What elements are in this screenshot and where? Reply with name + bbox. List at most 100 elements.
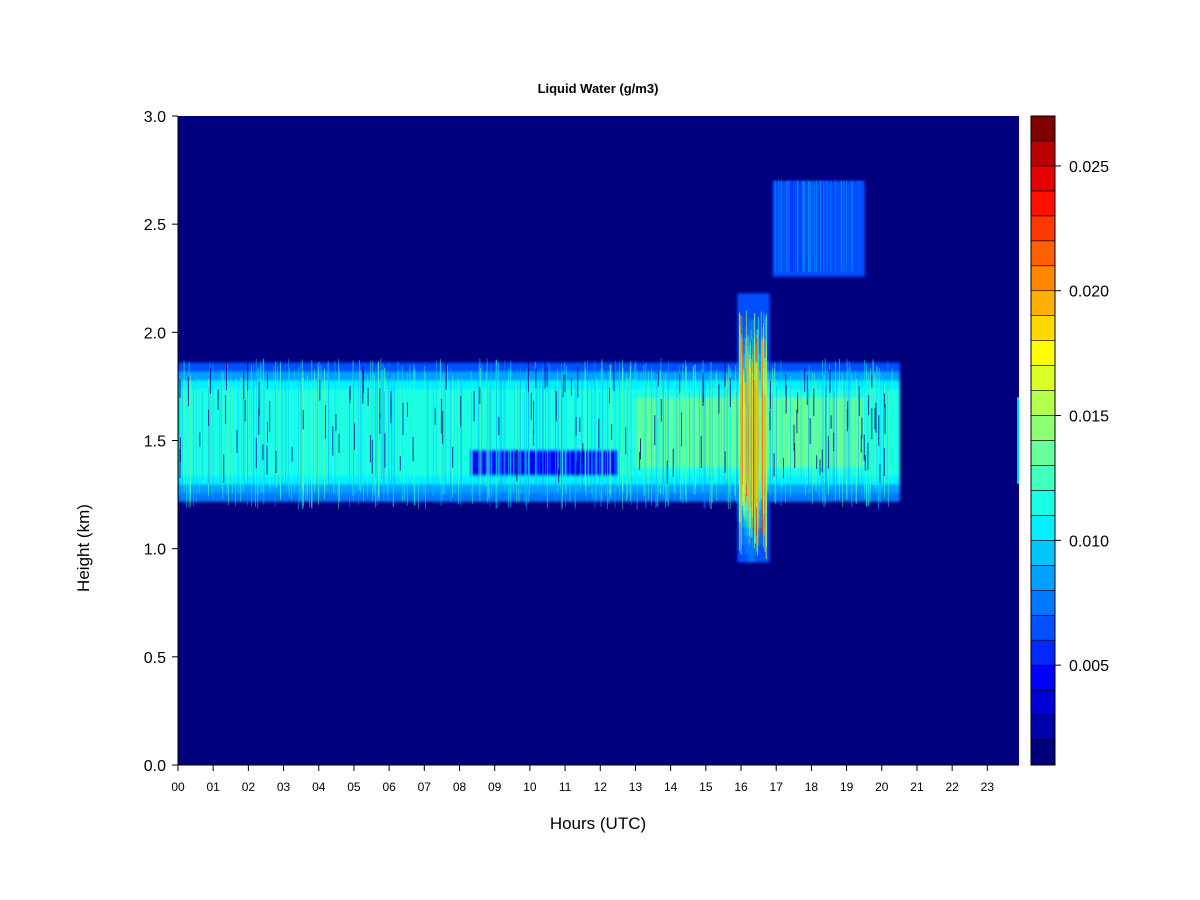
field-cell	[568, 423, 573, 433]
field-cell	[853, 206, 858, 217]
field-cell	[885, 492, 890, 502]
field-cell	[579, 423, 584, 433]
field-cell	[765, 492, 770, 502]
field-cell	[346, 388, 351, 398]
field-cell	[610, 449, 615, 459]
field-cell	[427, 423, 432, 433]
field-cell	[181, 440, 186, 450]
field-cell	[445, 483, 450, 494]
field-cell	[248, 440, 253, 450]
field-cell	[424, 414, 429, 424]
field-cell	[790, 449, 795, 459]
field-cell	[617, 423, 622, 433]
field-cell	[744, 544, 749, 554]
field-cell	[343, 431, 348, 442]
field-cell	[290, 475, 295, 485]
field-cell	[751, 293, 756, 303]
field-cell	[195, 449, 200, 459]
field-cell	[572, 371, 577, 381]
field-cell	[410, 414, 415, 424]
field-cell	[772, 180, 777, 191]
field-cell	[730, 475, 735, 485]
field-cell	[192, 423, 197, 433]
field-cell	[603, 362, 608, 372]
field-cell	[311, 397, 316, 407]
field-cell	[807, 466, 812, 476]
field-cell	[470, 475, 475, 485]
field-cell	[860, 457, 865, 468]
field-cell	[424, 362, 429, 372]
field-cell	[804, 224, 809, 234]
field-cell	[836, 189, 841, 199]
field-cell	[480, 362, 485, 372]
field-cell	[596, 397, 601, 407]
field-cell	[776, 457, 781, 468]
field-cell	[290, 414, 295, 424]
field-cell	[843, 414, 848, 424]
field-cell	[505, 440, 510, 450]
field-cell	[248, 414, 253, 424]
field-cell	[786, 362, 791, 372]
field-cell	[329, 397, 334, 407]
field-cell	[857, 483, 862, 494]
field-cell	[441, 362, 446, 372]
field-cell	[515, 466, 520, 476]
field-cell	[195, 388, 200, 398]
field-cell	[793, 232, 798, 243]
field-cell	[434, 423, 439, 433]
field-cell	[227, 414, 232, 424]
field-cell	[730, 371, 735, 381]
field-cell	[491, 431, 496, 442]
field-cell	[399, 397, 404, 407]
field-cell	[234, 492, 239, 502]
field-cell	[346, 483, 351, 494]
field-cell	[195, 431, 200, 442]
field-cell	[463, 475, 468, 485]
field-cell	[730, 440, 735, 450]
field-cell	[723, 414, 728, 424]
field-cell	[410, 362, 415, 372]
field-cell	[895, 362, 900, 372]
field-cell	[343, 440, 348, 450]
field-cell	[843, 232, 848, 243]
field-cell	[466, 457, 471, 468]
field-cell	[783, 180, 788, 191]
field-cell	[836, 198, 841, 208]
field-cell	[434, 379, 439, 390]
field-cell	[294, 362, 299, 372]
field-cell	[748, 310, 753, 320]
field-cell	[698, 414, 703, 424]
field-cell	[463, 362, 468, 372]
field-cell	[829, 449, 834, 459]
field-cell	[649, 362, 654, 372]
field-cell	[290, 371, 295, 381]
colorbar-segment	[1030, 714, 1056, 741]
field-cell	[237, 475, 242, 485]
liquid-water-streaks	[178, 180, 1019, 559]
field-cell	[892, 475, 897, 485]
field-cell	[804, 397, 809, 407]
field-cell	[786, 457, 791, 468]
field-cell	[466, 492, 471, 502]
field-cell	[304, 405, 309, 416]
field-cell	[385, 362, 390, 372]
field-cell	[783, 198, 788, 208]
field-cell	[230, 371, 235, 381]
field-cell	[266, 449, 271, 459]
field-cell	[463, 440, 468, 450]
field-cell	[565, 397, 570, 407]
field-cell	[399, 405, 404, 416]
field-cell	[434, 397, 439, 407]
x-tick-label: 04	[312, 780, 326, 794]
field-cell	[860, 379, 865, 390]
field-cell	[843, 206, 848, 217]
field-cell	[695, 483, 700, 494]
colorbar-segment	[1030, 240, 1056, 267]
field-cell	[719, 414, 724, 424]
field-cell	[836, 483, 841, 494]
field-cell	[558, 457, 563, 468]
field-cell	[829, 267, 834, 277]
field-cell	[515, 362, 520, 372]
field-cell	[178, 397, 183, 407]
field-cell	[269, 371, 274, 381]
